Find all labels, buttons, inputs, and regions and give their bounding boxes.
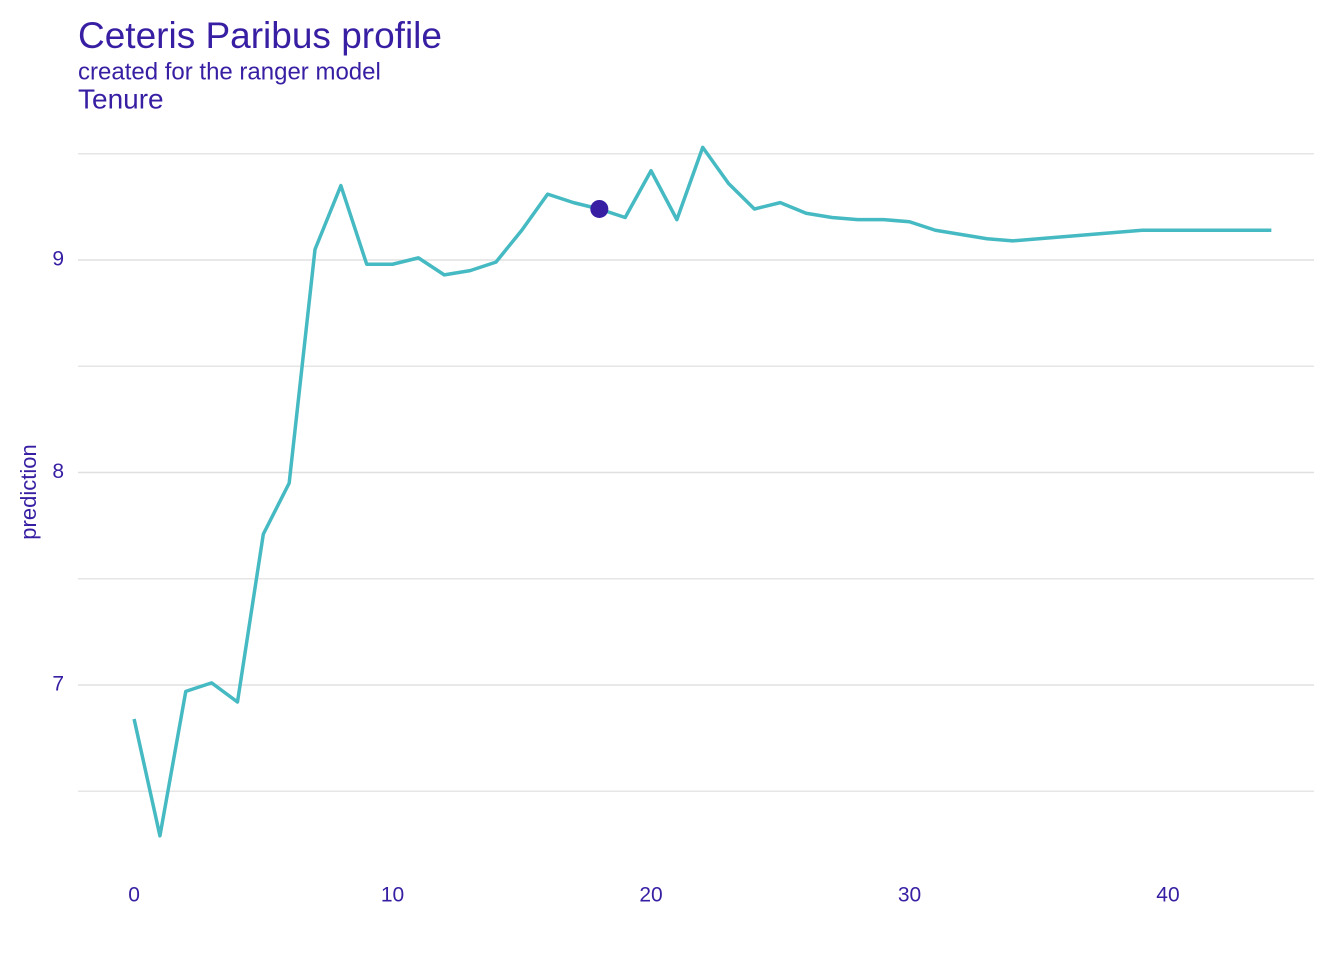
profile-line — [132, 145, 1272, 838]
x-tick-label: 20 — [639, 884, 662, 907]
x-tick-label: 40 — [1156, 884, 1179, 907]
observation-point — [590, 199, 609, 218]
y-axis-label: prediction — [16, 444, 41, 539]
y-tick-label: 9 — [52, 248, 64, 271]
x-tick-label: 0 — [128, 884, 140, 907]
x-tick-label: 10 — [381, 884, 404, 907]
chart-title: Ceteris Paribus profile — [78, 15, 442, 56]
y-tick-label: 7 — [52, 673, 64, 696]
x-tick-label: 30 — [898, 884, 921, 907]
y-tick-label: 8 — [52, 460, 64, 483]
chart-subtitle: created for the ranger model — [78, 58, 381, 85]
panel-title: Tenure — [78, 83, 164, 114]
